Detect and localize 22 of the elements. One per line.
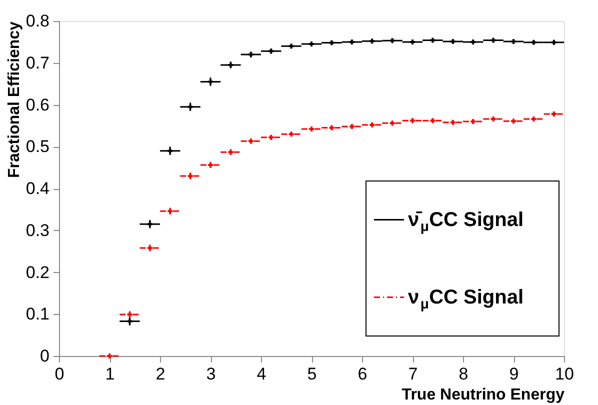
y-tick-label: 0.7 (26, 53, 50, 72)
x-tick-label: 10 (555, 364, 574, 384)
y-tick-label: 0.6 (26, 95, 50, 114)
y-tick-label: 0.3 (26, 220, 50, 240)
x-tick-label: 6 (358, 364, 368, 384)
x-axis-title: True Neutrino Energy (402, 386, 565, 404)
x-tick-label: 7 (408, 364, 418, 384)
x-tick-label: 4 (256, 364, 266, 384)
y-tick-label: 0.4 (26, 179, 50, 198)
y-tick-label: 0 (40, 346, 50, 366)
x-tick-label: 0 (54, 364, 64, 384)
x-tick-label: 9 (509, 364, 519, 384)
x-tick-label: 3 (206, 364, 216, 384)
y-tick-label: 0.2 (26, 262, 50, 282)
y-tick-label: 0.8 (26, 12, 50, 30)
x-tick-label: 5 (307, 364, 317, 384)
y-tick-label: 0.5 (26, 137, 50, 156)
x-tick-label: 2 (156, 364, 166, 384)
y-axis-title: Fractional Efficiency (6, 21, 23, 178)
x-tick-label: 1 (105, 364, 115, 384)
x-tick-label: 8 (458, 364, 468, 384)
y-tick-label: 0.1 (26, 304, 50, 324)
